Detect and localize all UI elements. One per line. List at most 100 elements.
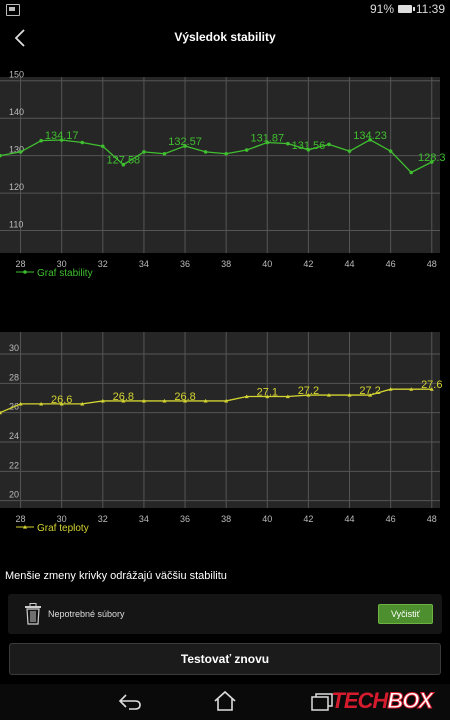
app-header: Výsledok stability [0, 18, 450, 60]
x-tick-label: 40 [262, 514, 272, 524]
data-point [0, 153, 2, 158]
data-point [388, 149, 393, 153]
data-point [18, 401, 23, 406]
data-point [306, 147, 311, 152]
x-tick-label: 44 [345, 259, 355, 269]
data-point [224, 398, 229, 403]
x-tick-label: 30 [57, 259, 67, 269]
battery-icon [398, 5, 415, 13]
data-point [409, 170, 414, 175]
legend-marker [23, 525, 27, 529]
data-point [306, 393, 311, 397]
nav-recent-apps-icon[interactable] [311, 692, 333, 712]
temperature-chart: 28 30 32 34 36 38 40 42 44 46 48 20 22 24 26 28 30 26.6 26… [0, 320, 450, 545]
status-bar: 91% 11:39 [0, 0, 450, 18]
data-point [244, 148, 249, 152]
stability-note: Menšie zmeny krivky odrážajú väčšiu stab… [5, 570, 227, 582]
data-label: 132.57 [168, 136, 202, 148]
stability-chart: 28 30 32 34 36 38 40 42 44 46 48 110 120 130 140 150 134… [0, 65, 450, 290]
data-label: 26.8 [174, 391, 195, 403]
data-point [326, 393, 331, 397]
data-point [347, 149, 352, 153]
x-tick-label: 34 [139, 514, 149, 524]
plot-area [0, 332, 440, 508]
x-tick-label: 46 [386, 514, 396, 524]
data-point [100, 398, 105, 403]
data-point [244, 394, 249, 399]
nav-back-icon[interactable] [117, 692, 143, 712]
data-point [142, 150, 146, 154]
y-tick-label: 130 [9, 145, 24, 155]
data-point [18, 150, 23, 154]
x-tick-label: 36 [180, 259, 190, 269]
y-tick-label: 28 [9, 372, 19, 382]
junk-files-panel: Nepotrebné súbory Vyčistiť [8, 594, 442, 634]
nav-bar: TECHBOX [0, 684, 450, 720]
data-point [203, 398, 208, 403]
clean-button[interactable]: Vyčistiť [378, 604, 433, 624]
data-point [59, 401, 64, 406]
data-point [347, 393, 352, 397]
data-point [183, 144, 187, 148]
x-tick-label: 32 [98, 514, 108, 524]
data-point [59, 138, 64, 142]
data-label: 128.3 [418, 152, 446, 164]
data-point [388, 387, 393, 391]
data-label: 27.1 [257, 387, 278, 399]
trash-icon [25, 603, 41, 625]
legend-label: Graf teploty [37, 523, 89, 534]
x-tick-label: 44 [345, 514, 355, 524]
data-point [80, 140, 85, 145]
data-label: 131.87 [250, 133, 284, 145]
data-label: 134.23 [353, 130, 387, 142]
data-point [162, 151, 167, 156]
data-label: 27.2 [298, 385, 319, 397]
legend-marker [23, 270, 27, 274]
data-point [39, 138, 43, 143]
data-label: 131.56 [292, 140, 326, 152]
data-point [101, 144, 105, 149]
data-point [409, 387, 414, 391]
notification-icon [6, 4, 20, 16]
data-point [121, 398, 126, 403]
nav-home-icon[interactable] [213, 690, 237, 712]
data-point [80, 401, 85, 406]
y-tick-label: 150 [9, 70, 24, 80]
data-point [203, 150, 208, 154]
back-arrow-icon[interactable] [10, 27, 32, 49]
x-tick-label: 28 [16, 514, 26, 524]
x-tick-label: 42 [303, 259, 313, 269]
y-tick-label: 30 [9, 343, 19, 353]
data-point [327, 142, 331, 147]
data-label: 127.58 [107, 155, 141, 167]
data-point [141, 398, 146, 403]
data-point [224, 151, 228, 156]
x-tick-label: 48 [427, 259, 437, 269]
data-point [429, 387, 434, 391]
x-tick-label: 38 [221, 259, 231, 269]
x-tick-label: 28 [16, 259, 26, 269]
x-tick-label: 46 [386, 259, 396, 269]
data-label: 134.17 [45, 130, 79, 142]
data-point [183, 398, 188, 403]
series-line [0, 388, 432, 414]
retest-button[interactable]: Testovať znovu [9, 643, 441, 675]
data-label: 27.6 [421, 379, 442, 391]
data-point [39, 401, 44, 406]
y-tick-label: 22 [9, 460, 19, 470]
x-tick-label: 32 [98, 259, 108, 269]
x-tick-label: 38 [221, 514, 231, 524]
data-point [286, 141, 290, 146]
data-point [162, 398, 167, 403]
x-tick-label: 34 [139, 259, 149, 269]
page-title: Výsledok stability [174, 30, 276, 44]
data-point [429, 160, 434, 164]
status-clock: 11:39 [415, 2, 445, 16]
data-label: 26.8 [113, 391, 134, 403]
x-tick-label: 36 [180, 514, 190, 524]
data-label: 27.2 [359, 385, 380, 397]
data-point [265, 140, 270, 145]
y-tick-label: 140 [9, 107, 24, 117]
battery-percent: 91% [369, 2, 394, 16]
data-point [285, 394, 290, 399]
